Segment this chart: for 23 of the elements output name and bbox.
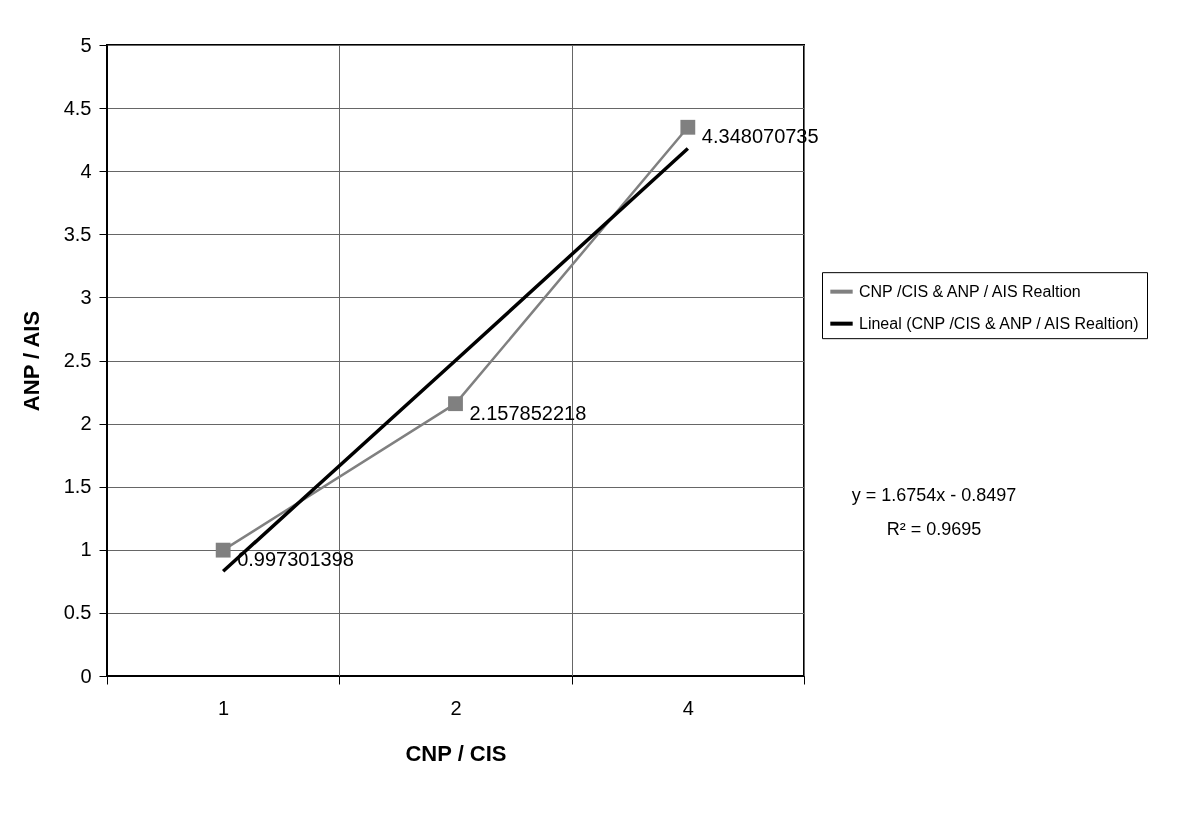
y-tick-label: 2 [80,412,92,435]
x-axis-title: CNP / CIS [405,740,507,766]
text: y = 1.6754x - 0.8497 [851,485,1017,506]
legend-label: Lineal (CNP /CIS & ANP / AIS Realtion) [859,314,1139,332]
point [448,396,463,412]
y-tick-label: 4 [80,159,92,182]
legend-label: CNP /CIS & ANP / AIS Realtion [859,282,1081,300]
x-tick-label: 2 [450,696,462,719]
y-tick-label: 5 [80,33,92,56]
y-tick-label: 1 [80,538,92,561]
y-tick-label: 1.5 [63,475,92,498]
text: R² = 0.9695 [886,519,982,540]
y-tick-label: 2.5 [63,349,92,371]
point [680,119,696,135]
y-tick-label: 0.5 [63,601,92,624]
point [215,542,231,558]
y-axis-title: ANP / AIS [18,310,44,412]
y-tick-label: 3.5 [63,222,92,245]
y-tick-label: 0 [80,664,92,687]
y-tick-label: 3 [80,285,92,308]
y-tick-label: 4.5 [63,96,92,119]
x-tick-label: 1 [218,696,230,719]
x-tick-label: 4 [682,696,694,719]
